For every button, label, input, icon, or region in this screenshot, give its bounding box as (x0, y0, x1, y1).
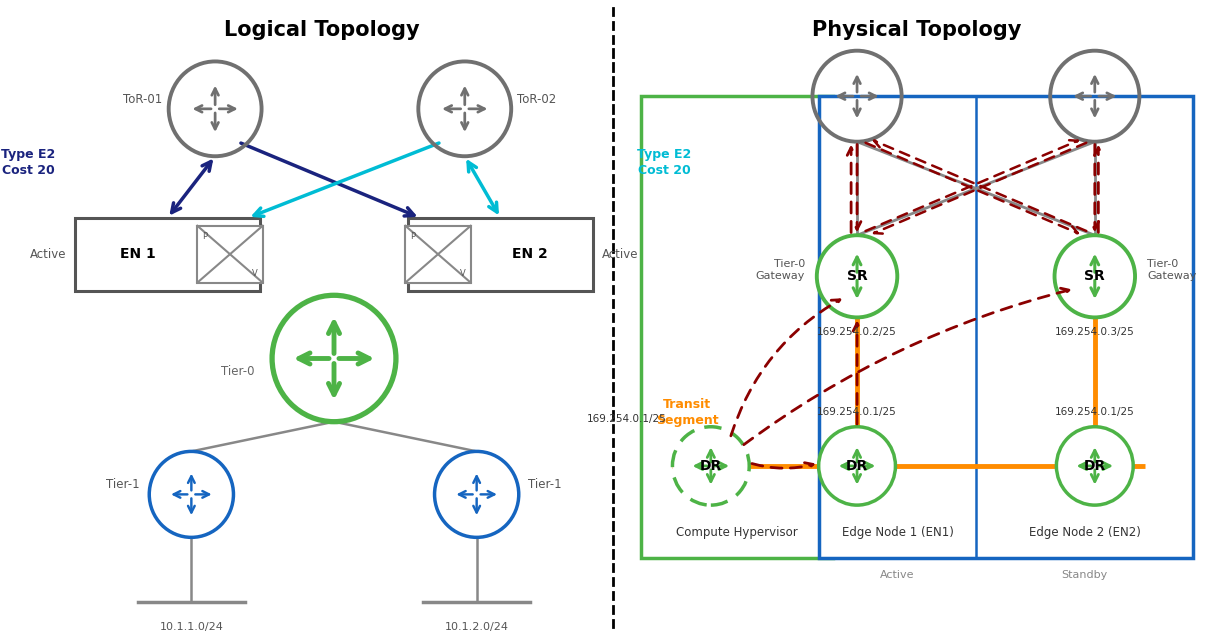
Text: Active: Active (880, 570, 915, 580)
Ellipse shape (818, 427, 895, 505)
Text: 169.254.0.1/25: 169.254.0.1/25 (1055, 407, 1134, 417)
Text: 10.1.1.0/24: 10.1.1.0/24 (160, 622, 223, 632)
Text: Standby: Standby (1061, 570, 1107, 580)
Text: Tier-0: Tier-0 (221, 364, 254, 378)
Text: ToR-02: ToR-02 (518, 93, 557, 106)
FancyBboxPatch shape (76, 218, 260, 291)
Ellipse shape (673, 427, 750, 505)
Text: V: V (460, 268, 466, 277)
Text: Active: Active (29, 247, 66, 261)
Text: Type E2
Cost 20: Type E2 Cost 20 (1, 148, 55, 177)
Text: Edge Node 1 (EN1): Edge Node 1 (EN1) (841, 526, 954, 539)
Text: P: P (201, 232, 208, 241)
Text: 169.254.0.1/25: 169.254.0.1/25 (817, 407, 897, 417)
Text: Tier-0
Gateway: Tier-0 Gateway (1147, 259, 1197, 281)
Text: Active: Active (602, 247, 639, 261)
Text: DR: DR (846, 459, 868, 473)
Text: DR: DR (1084, 459, 1106, 473)
Text: Tier-1: Tier-1 (529, 478, 562, 492)
Text: 169.254.0.2/25: 169.254.0.2/25 (817, 327, 897, 337)
Text: Physical Topology: Physical Topology (812, 20, 1021, 40)
Text: Transit
Segment: Transit Segment (656, 398, 718, 427)
Text: V: V (253, 268, 258, 277)
FancyBboxPatch shape (819, 96, 1193, 558)
Text: EN 1: EN 1 (120, 247, 156, 261)
Text: SR: SR (846, 269, 867, 283)
Text: Edge Node 2 (EN2): Edge Node 2 (EN2) (1029, 526, 1140, 539)
Ellipse shape (817, 235, 897, 317)
FancyBboxPatch shape (405, 226, 471, 282)
Text: Logical Topology: Logical Topology (225, 20, 420, 40)
Text: 169.254.0.1/25: 169.254.0.1/25 (587, 413, 667, 424)
FancyBboxPatch shape (408, 218, 592, 291)
Ellipse shape (1056, 427, 1133, 505)
Text: DR: DR (700, 459, 722, 473)
Text: ToR-01: ToR-01 (123, 93, 162, 106)
Text: 10.1.2.0/24: 10.1.2.0/24 (444, 622, 509, 632)
Text: Compute Hypervisor: Compute Hypervisor (676, 526, 797, 539)
Text: Type E2
Cost 20: Type E2 Cost 20 (637, 148, 691, 177)
Text: P: P (410, 232, 415, 241)
Text: Tier-1: Tier-1 (106, 478, 139, 492)
FancyBboxPatch shape (641, 96, 833, 558)
FancyBboxPatch shape (198, 226, 263, 282)
Text: EN 2: EN 2 (513, 247, 548, 261)
Text: SR: SR (1084, 269, 1105, 283)
Ellipse shape (1055, 235, 1136, 317)
Text: 169.254.0.3/25: 169.254.0.3/25 (1055, 327, 1134, 337)
Text: Tier-0
Gateway: Tier-0 Gateway (756, 259, 805, 281)
